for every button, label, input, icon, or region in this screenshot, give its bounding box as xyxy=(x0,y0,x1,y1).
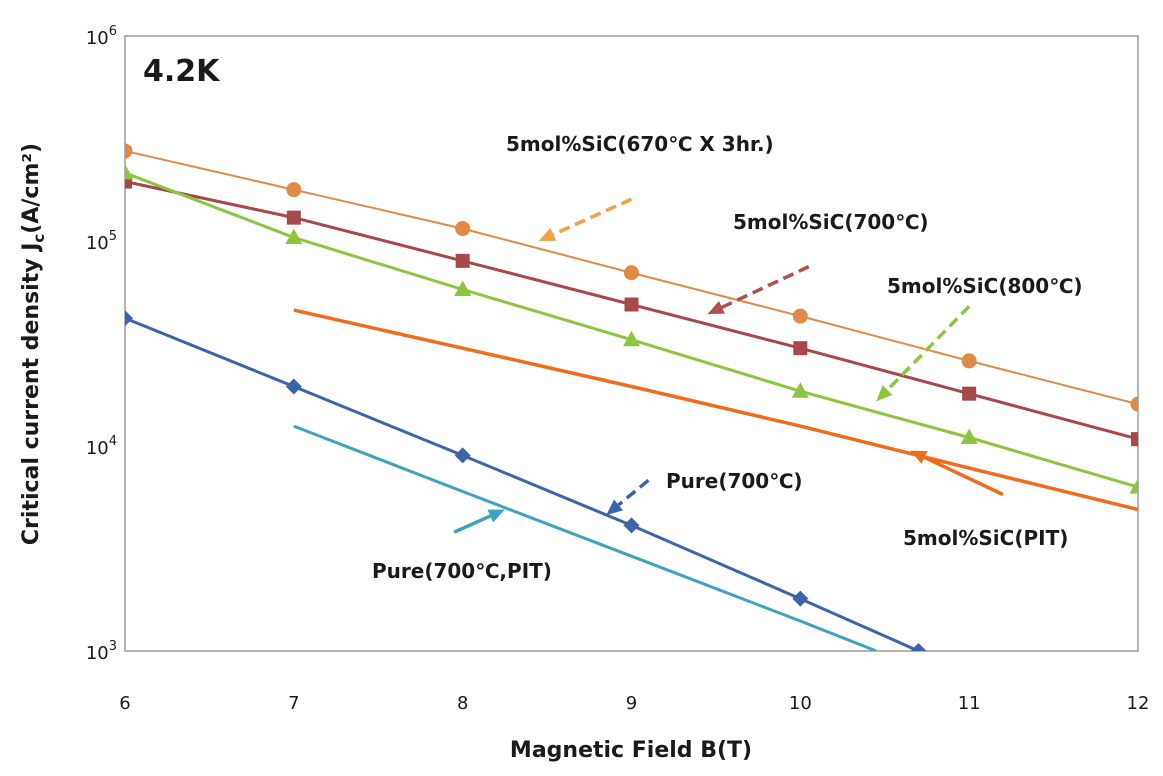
annotation-label: 5mol%SiC(800℃) xyxy=(887,274,1083,298)
series-pure-700 xyxy=(125,310,927,651)
annotation-label: Pure(700℃) xyxy=(666,469,803,493)
series-5mol-sic-800 xyxy=(125,163,1138,494)
annotation-arrow-shaft xyxy=(617,478,650,507)
annotation-label: 5mol%SiC(670℃ X 3hr.) xyxy=(506,132,774,156)
x-tick-label: 6 xyxy=(119,693,130,714)
y-tick-label: 106 xyxy=(86,24,117,49)
y-axis-title-unit: (A/cm²) xyxy=(19,143,44,234)
series-line xyxy=(293,424,877,651)
annotation-arrow-shaft xyxy=(453,514,491,534)
annotation-5mol-sic-700: 5mol%SiC(700℃) xyxy=(707,210,929,315)
x-tick-label: 11 xyxy=(958,693,981,714)
series-5mol-sic-pit xyxy=(293,308,1138,512)
series-5mol-sic-670-x-3hr xyxy=(125,143,1138,412)
y-tick-exponent: 6 xyxy=(109,24,117,39)
annotation-arrow-head xyxy=(910,450,928,464)
series-layer xyxy=(125,143,1138,651)
data-point xyxy=(624,297,639,312)
y-tick-label: 105 xyxy=(86,229,117,254)
annotation-5mol-sic-670-x-3hr: 5mol%SiC(670℃ X 3hr.) xyxy=(506,132,774,241)
data-point xyxy=(793,341,808,356)
data-point xyxy=(455,253,470,268)
data-point xyxy=(1131,432,1138,447)
annotation-pure-700: Pure(700℃) xyxy=(606,469,803,516)
y-axis-title: Critical current density Jc(A/cm²) xyxy=(19,143,48,545)
data-point xyxy=(791,382,809,398)
data-point xyxy=(910,643,927,651)
series-line xyxy=(125,316,920,651)
y-axis-title-subscript: c xyxy=(30,234,48,243)
y-tick-label: 103 xyxy=(86,639,117,664)
series-line xyxy=(125,171,1138,489)
data-point xyxy=(285,228,303,245)
data-point xyxy=(792,590,809,607)
x-axis-title: Magnetic Field B(T) xyxy=(510,738,752,763)
y-tick-base: 10 xyxy=(86,438,109,459)
series-5mol-sic-700 xyxy=(125,174,1138,447)
y-tick-exponent: 5 xyxy=(109,229,117,244)
annotation-label: 5mol%SiC(700℃) xyxy=(733,210,929,234)
data-point xyxy=(1130,396,1138,412)
series-line xyxy=(293,308,1138,512)
data-point xyxy=(125,163,134,180)
temperature-label: 4.2K xyxy=(143,54,221,89)
annotation-arrow-head xyxy=(487,509,505,523)
annotation-5mol-sic-pit: 5mol%SiC(PIT) xyxy=(903,450,1068,550)
annotation-arrow-shaft xyxy=(721,265,810,309)
y-tick-base: 10 xyxy=(86,643,109,664)
annotation-layer: 5mol%SiC(670℃ X 3hr.) 5mol%SiC(700℃) 5mol%… xyxy=(372,132,1083,583)
data-point xyxy=(960,428,978,445)
annotation-arrow-head xyxy=(876,385,893,402)
y-tick-label: 104 xyxy=(86,434,117,459)
x-tick-label: 8 xyxy=(457,693,468,714)
data-point xyxy=(125,310,133,327)
annotation-arrow-head xyxy=(606,499,623,516)
series-pure-700-pit xyxy=(293,424,877,651)
annotation-label: 5mol%SiC(PIT) xyxy=(903,526,1068,550)
annotation-arrow-shaft xyxy=(552,197,633,237)
data-point xyxy=(286,182,302,198)
annotation-label: Pure(700℃,PIT) xyxy=(372,559,552,583)
annotation-arrow-shaft xyxy=(886,305,971,392)
data-point xyxy=(623,330,640,347)
x-tick-label: 9 xyxy=(626,693,637,714)
data-point xyxy=(961,353,977,369)
annotation-arrow-head xyxy=(538,228,557,241)
annotation-arrow-shaft xyxy=(923,455,1004,497)
annotation-5mol-sic-800: 5mol%SiC(800℃) xyxy=(876,274,1083,402)
data-point xyxy=(454,447,471,464)
y-axis-title-main: Critical current density J xyxy=(19,243,44,546)
x-tick-label: 12 xyxy=(1127,693,1150,714)
y-tick-exponent: 4 xyxy=(109,434,117,449)
data-point xyxy=(125,174,132,189)
data-point xyxy=(623,517,640,534)
annotation-arrow-head xyxy=(707,300,725,315)
data-point xyxy=(286,210,301,225)
x-tick-label: 7 xyxy=(288,693,299,714)
plot-frame xyxy=(124,35,1139,652)
annotation-pure-700-pit: Pure(700℃,PIT) xyxy=(372,509,552,583)
y-tick-base: 10 xyxy=(86,28,109,49)
data-point xyxy=(624,265,639,281)
data-point xyxy=(455,221,471,237)
y-tick-exponent: 3 xyxy=(109,639,117,654)
y-tick-base: 10 xyxy=(86,233,109,254)
x-tick-label: 10 xyxy=(789,693,812,714)
data-point xyxy=(125,143,133,159)
data-point xyxy=(1129,478,1138,494)
data-point xyxy=(454,280,472,296)
data-point xyxy=(792,308,808,324)
data-point xyxy=(285,378,302,395)
data-point xyxy=(962,386,977,401)
